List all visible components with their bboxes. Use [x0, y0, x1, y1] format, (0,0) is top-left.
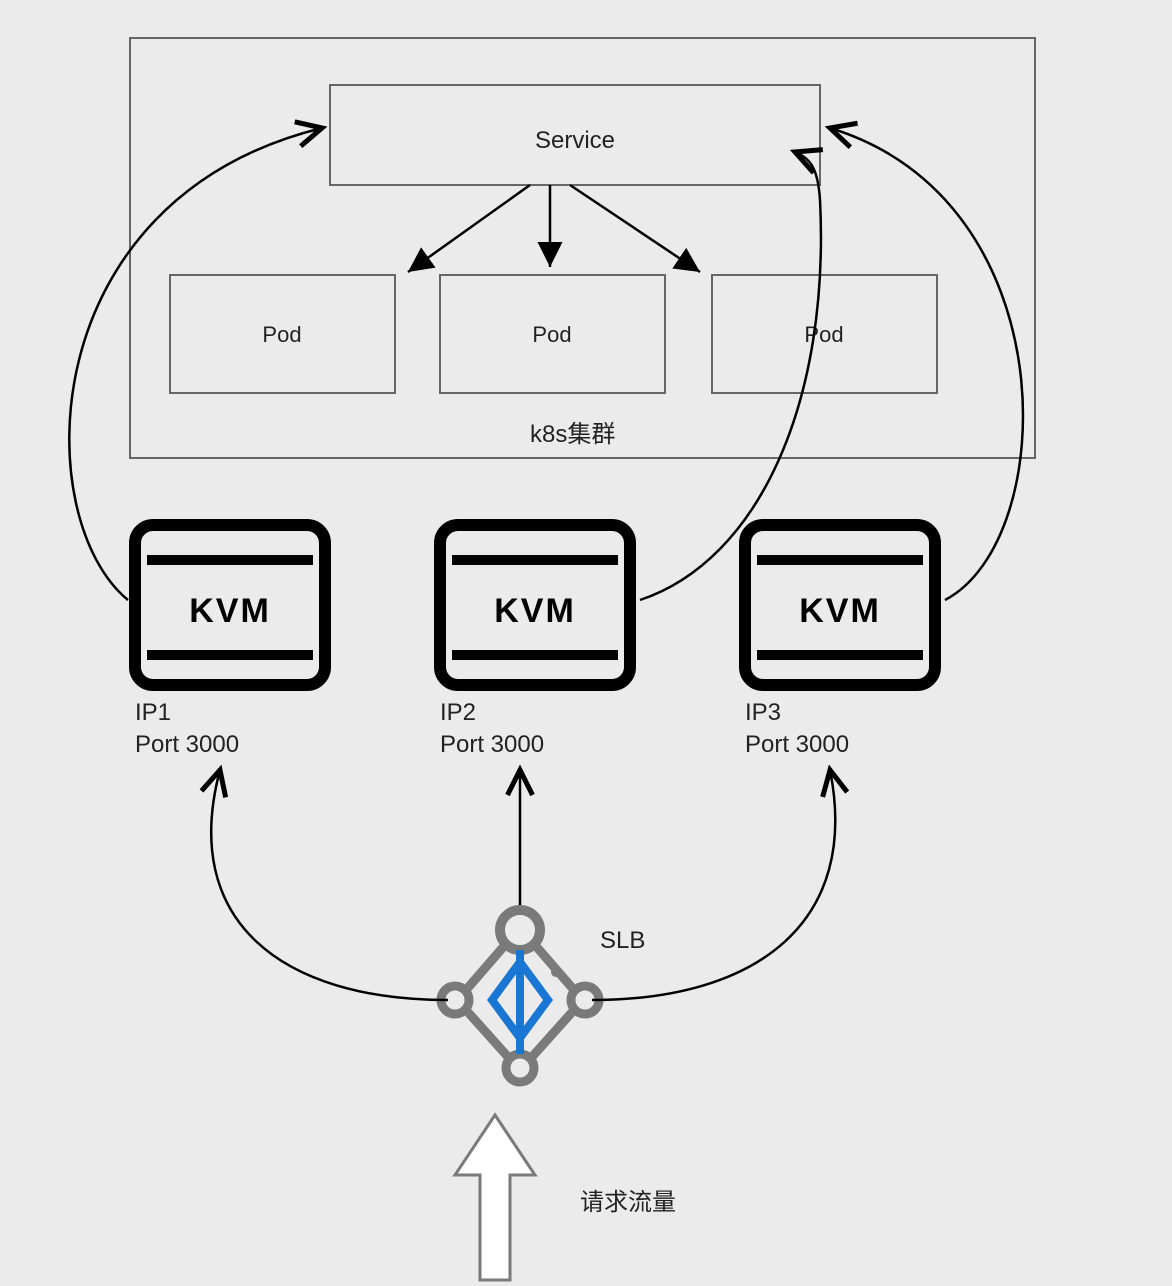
slb-icon [441, 910, 599, 1082]
slb-label: SLB [600, 927, 645, 954]
kvm-port-0: Port 3000 [135, 731, 239, 758]
kvm-node-2: KVM [745, 525, 935, 685]
service-label: Service [535, 127, 615, 154]
k8s-cluster-box [130, 38, 1035, 458]
traffic-arrow-icon [455, 1115, 535, 1280]
edge-service-pod0 [408, 185, 530, 272]
pod-label-0: Pod [262, 322, 301, 347]
kvm-port-1: Port 3000 [440, 731, 544, 758]
traffic-arrow-label: 请求流量 [580, 1189, 676, 1216]
kvm-label-1: KVM [494, 592, 576, 630]
kvm-label-0: KVM [189, 592, 271, 630]
kvm-ip-2: IP3 [745, 699, 781, 726]
edge-service-pod2 [570, 185, 700, 272]
edge-kvm1-service [640, 152, 821, 600]
kvm-label-2: KVM [799, 592, 881, 630]
kvm-ip-1: IP2 [440, 699, 476, 726]
kvm-node-1: KVM [440, 525, 630, 685]
kvm-node-0: KVM [135, 525, 325, 685]
edge-slb-kvm0 [211, 770, 448, 1000]
diagram-canvas: Service Pod Pod Pod k8s集群 KVM IP1 Port 3… [0, 0, 1172, 1286]
kvm-port-2: Port 3000 [745, 731, 849, 758]
pod-label-1: Pod [532, 322, 571, 347]
k8s-cluster-label: k8s集群 [530, 421, 615, 448]
edge-slb-kvm2 [592, 770, 835, 1000]
pod-label-2: Pod [804, 322, 843, 347]
kvm-ip-0: IP1 [135, 699, 171, 726]
